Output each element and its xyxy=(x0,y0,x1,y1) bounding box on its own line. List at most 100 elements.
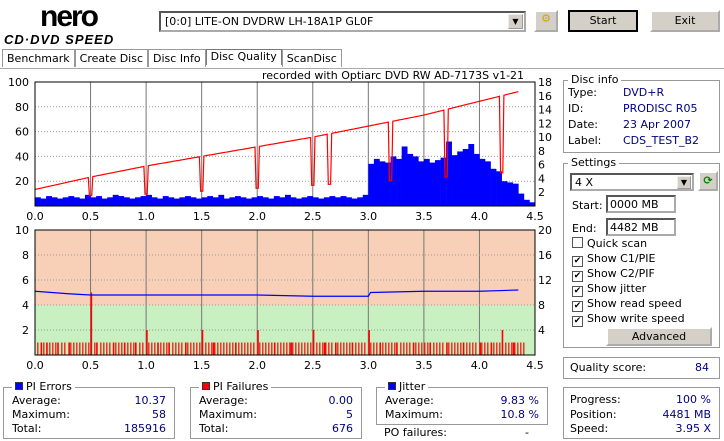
pi-failure-bar xyxy=(142,342,144,355)
pi-error-bar xyxy=(307,196,314,206)
pi-failure-bar xyxy=(217,342,219,355)
y2-tick-label: 14 xyxy=(538,104,552,117)
pi-error-bar xyxy=(318,198,325,206)
pi-errors-max: 58 xyxy=(152,408,166,421)
pi-failure-bar xyxy=(501,330,504,355)
pi-failure-bar xyxy=(133,342,135,355)
pi-failure-bar xyxy=(283,342,285,355)
pi-error-bar xyxy=(323,197,330,206)
advanced-button[interactable]: Advanced xyxy=(606,327,712,346)
pi-failure-bar xyxy=(130,342,132,355)
red-square-icon xyxy=(202,382,210,390)
tab-create-disc[interactable]: Create Disc xyxy=(74,49,149,67)
pi-failure-bar xyxy=(73,342,75,355)
chevron-down-icon[interactable]: ▼ xyxy=(508,14,523,29)
exit-button[interactable]: Exit xyxy=(650,10,720,32)
pi-failure-bar xyxy=(40,342,43,355)
pi-error-bar xyxy=(46,196,52,206)
checkbox-show-read-speed[interactable]: ✔ Show read speed xyxy=(572,297,685,312)
pi-failure-bar xyxy=(238,342,240,355)
pi-failure-bar xyxy=(121,342,123,355)
checkbox-box[interactable]: ✔ xyxy=(572,271,583,282)
pi-failure-bar xyxy=(49,342,51,355)
label-value: CDS_TEST_B2 xyxy=(623,134,700,147)
checkbox-show-jitter[interactable]: ✔ Show jitter xyxy=(572,282,685,297)
tab-benchmark[interactable]: Benchmark xyxy=(2,49,75,67)
pi-error-bar xyxy=(107,197,114,206)
y-tick-label: 80 xyxy=(15,101,29,114)
pi-failure-bar xyxy=(421,342,423,355)
max-label: Maximum: xyxy=(12,408,70,421)
checkbox-box[interactable]: ✔ xyxy=(572,256,583,267)
checkbox-show-c1-pie[interactable]: ✔ Show C1/PIE xyxy=(572,252,685,267)
pi-failure-bar xyxy=(247,342,249,355)
pi-failure-bar xyxy=(168,342,170,355)
pi-failure-bar xyxy=(55,342,57,355)
pi-failure-bar xyxy=(201,330,204,355)
refresh-icon[interactable]: ⟳ xyxy=(698,171,718,191)
pi-failure-bar xyxy=(442,342,444,355)
pi-error-bar xyxy=(229,197,236,206)
disc-info-group: Disc info Type: DVD+R ID: PRODISC R05 Date… xyxy=(563,73,720,153)
pi-failure-bar xyxy=(166,342,168,355)
y2-tick-label: 4 xyxy=(538,324,545,337)
pi-error-bar xyxy=(485,161,491,206)
drive-select[interactable]: [0:0] LITE-ON DVDRW LH-18A1P GL0F ▼ xyxy=(159,11,526,32)
pi-error-bar xyxy=(240,197,247,206)
x-tick-label: 2.0 xyxy=(248,359,266,372)
pi-failure-bar xyxy=(446,342,448,355)
pi-failure-bar xyxy=(139,342,141,355)
x-tick-label: 1.5 xyxy=(193,359,211,372)
end-input[interactable]: 4482 MB xyxy=(606,218,676,236)
pi-failure-bar xyxy=(436,342,438,355)
pi-failure-bar xyxy=(259,342,261,355)
pi-errors-group: PI Errors Average: 10.37 Maximum: 58 Total… xyxy=(3,380,175,439)
pi-failure-bar xyxy=(295,342,297,355)
pi-failure-bar xyxy=(508,342,510,355)
quality-score-value: 84 xyxy=(695,361,709,374)
pi-failure-bar xyxy=(271,342,273,355)
pi-failure-bar xyxy=(512,342,515,355)
start-button[interactable]: Start xyxy=(568,10,638,32)
checkbox-label: Show write speed xyxy=(587,312,685,325)
type-label: Type: xyxy=(568,86,597,99)
start-input[interactable]: 0000 MB xyxy=(606,195,676,213)
checkbox-show-c2-pif[interactable]: ✔ Show C2/PIF xyxy=(572,267,685,282)
checkbox-quick-scan[interactable]: Quick scan xyxy=(572,237,685,252)
checkbox-show-write-speed[interactable]: ✔ Show write speed xyxy=(572,312,685,327)
checkbox-box[interactable]: ✔ xyxy=(572,316,583,327)
read-speed-line xyxy=(34,91,519,197)
chevron-down-icon[interactable]: ▼ xyxy=(677,176,691,189)
pi-failure-bar xyxy=(475,342,477,355)
checkbox-box[interactable]: ✔ xyxy=(572,286,583,297)
tab-scandisc[interactable]: ScanDisc xyxy=(281,49,342,67)
pi-failure-bar xyxy=(462,342,465,355)
pi-failure-bar xyxy=(223,342,225,355)
pi-error-bar xyxy=(457,151,464,206)
pi-error-bar xyxy=(412,156,419,206)
checkbox-box[interactable] xyxy=(572,237,583,248)
pi-error-bar xyxy=(518,193,525,206)
speed-select[interactable]: 4 X ▼ xyxy=(570,173,694,191)
pi-failure-bar xyxy=(493,342,495,355)
tab-disc-quality[interactable]: Disc Quality xyxy=(205,49,282,65)
pi-failure-bar xyxy=(181,342,183,355)
eject-icon[interactable]: ⚙ xyxy=(534,10,558,32)
checkbox-box[interactable]: ✔ xyxy=(572,301,583,312)
pi-failure-bar xyxy=(90,292,93,355)
pi-error-bar xyxy=(285,194,291,206)
pi-error-bar xyxy=(290,197,297,206)
pi-error-bar xyxy=(129,198,136,206)
tab-disc-info[interactable]: Disc Info xyxy=(148,49,206,67)
pi-failure-bar xyxy=(193,342,195,355)
pi-failure-bar xyxy=(220,342,222,355)
pi-failure-bar xyxy=(286,342,288,355)
pi-error-bar xyxy=(168,197,175,206)
checkbox-label: Show C1/PIE xyxy=(587,252,656,265)
pi-failure-bar xyxy=(257,330,259,355)
pi-failure-bar xyxy=(96,342,98,355)
pi-error-bar xyxy=(35,197,41,206)
pi-failure-bar xyxy=(409,342,411,355)
pi-failure-bar xyxy=(433,342,435,355)
x-tick-label: 0.5 xyxy=(82,359,100,372)
